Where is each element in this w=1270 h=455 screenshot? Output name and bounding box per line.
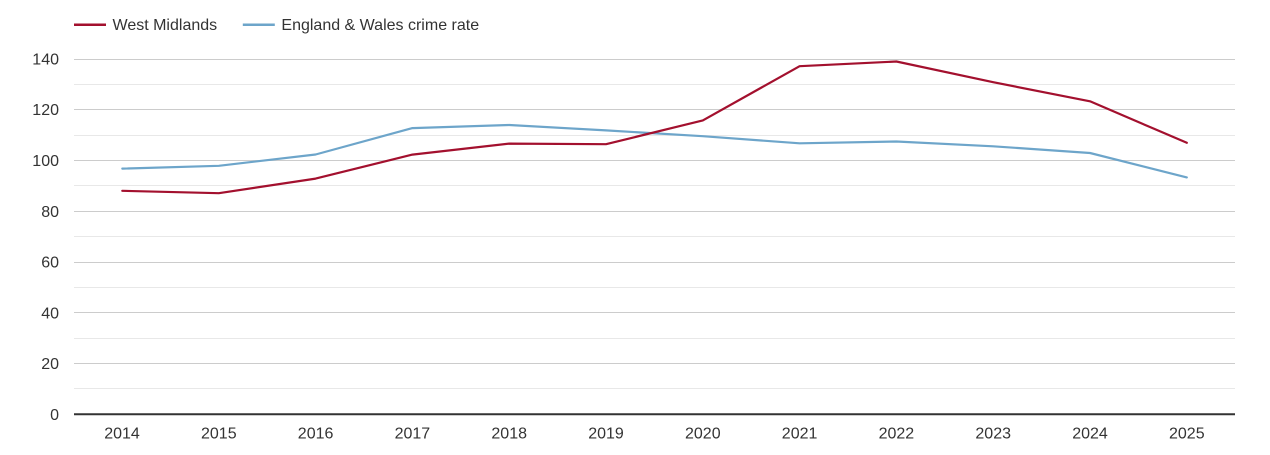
svg-text:2014: 2014 bbox=[104, 426, 140, 443]
svg-text:20: 20 bbox=[41, 356, 59, 373]
svg-text:England & Wales crime rate: England & Wales crime rate bbox=[281, 17, 479, 34]
svg-text:2017: 2017 bbox=[395, 426, 431, 443]
svg-text:80: 80 bbox=[41, 204, 59, 221]
svg-text:60: 60 bbox=[41, 255, 59, 272]
svg-text:120: 120 bbox=[32, 102, 59, 119]
svg-text:West Midlands: West Midlands bbox=[113, 17, 218, 34]
svg-text:2023: 2023 bbox=[975, 426, 1011, 443]
svg-text:2016: 2016 bbox=[298, 426, 334, 443]
svg-text:140: 140 bbox=[32, 52, 59, 69]
svg-text:2020: 2020 bbox=[685, 426, 721, 443]
svg-text:100: 100 bbox=[32, 153, 59, 170]
svg-text:2025: 2025 bbox=[1169, 426, 1205, 443]
svg-text:2021: 2021 bbox=[782, 426, 818, 443]
svg-text:2019: 2019 bbox=[588, 426, 624, 443]
svg-text:2022: 2022 bbox=[879, 426, 915, 443]
svg-text:2018: 2018 bbox=[491, 426, 527, 443]
svg-text:2024: 2024 bbox=[1072, 426, 1108, 443]
svg-text:40: 40 bbox=[41, 305, 59, 322]
svg-text:2015: 2015 bbox=[201, 426, 237, 443]
svg-text:0: 0 bbox=[50, 407, 59, 424]
